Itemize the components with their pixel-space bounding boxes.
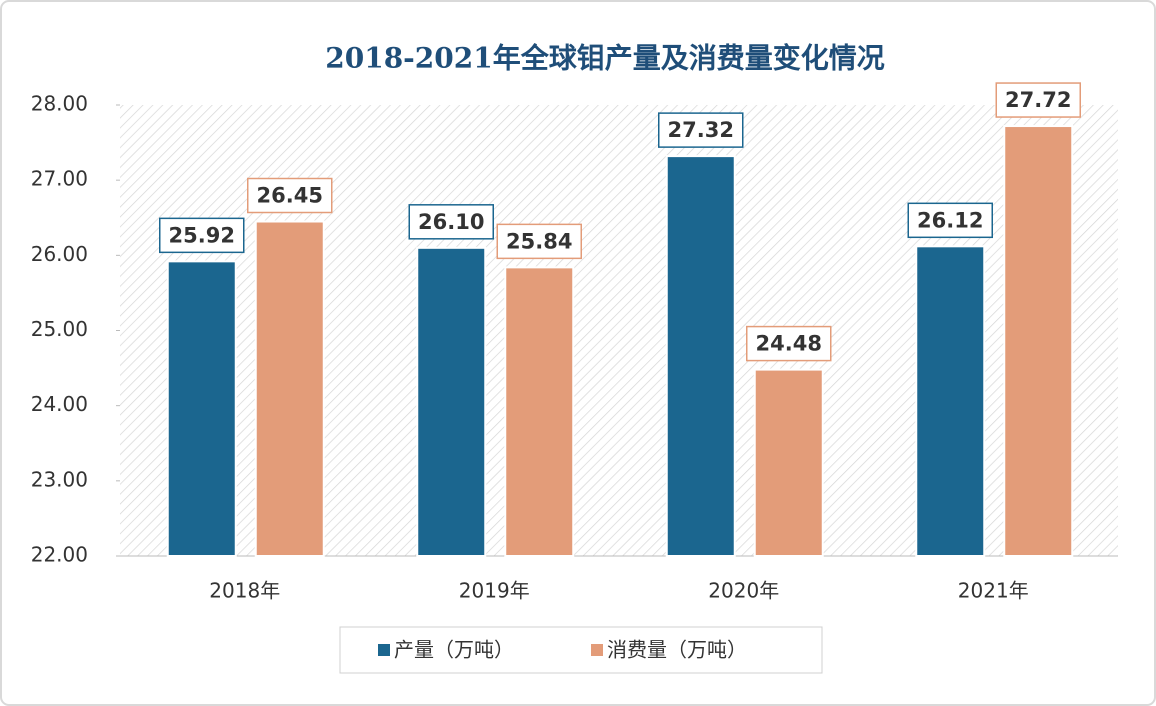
data-label-box [746,325,832,362]
data-label: 27.32 [668,118,734,142]
data-label-box [907,202,993,239]
y-tick-label: 25.00 [31,317,88,341]
data-label: 24.48 [756,332,822,356]
chart-title: 2018-2021年全球钼产量及消费量变化情况 [325,42,884,75]
legend-label: 消费量（万吨） [607,638,747,662]
data-label: 26.12 [917,208,983,232]
bar [753,368,824,557]
data-label-box [658,112,744,148]
data-label: 26.10 [418,210,484,234]
bar [166,260,237,557]
data-label-box [995,82,1081,118]
data-label: 25.84 [506,229,572,253]
y-tick-label: 23.00 [31,467,88,491]
y-tick-label: 24.00 [31,392,88,416]
bar [915,245,986,558]
data-label: 26.45 [257,184,323,208]
y-tick-label: 27.00 [31,167,88,191]
data-label: 27.72 [1005,88,1071,112]
x-tick-label: 2018年 [209,579,280,603]
data-label: 25.92 [169,223,235,247]
bar [254,220,325,557]
bar [665,155,736,557]
x-tick-label: 2020年 [708,579,779,603]
legend-swatch [378,644,390,656]
bar [416,246,487,557]
legend-swatch [591,644,603,656]
legend-box [339,626,823,674]
data-label-box [408,204,494,240]
y-tick-label: 22.00 [31,543,88,567]
data-label-box [496,223,582,260]
data-label-box [247,177,333,214]
x-tick-label: 2021年 [958,579,1029,603]
legend-label: 产量（万吨） [394,638,514,662]
bar [504,266,575,557]
data-label-box [159,217,245,254]
y-tick-label: 26.00 [31,242,88,266]
x-tick-label: 2019年 [459,579,530,603]
bar [1003,125,1074,558]
y-tick-label: 28.00 [31,92,88,116]
